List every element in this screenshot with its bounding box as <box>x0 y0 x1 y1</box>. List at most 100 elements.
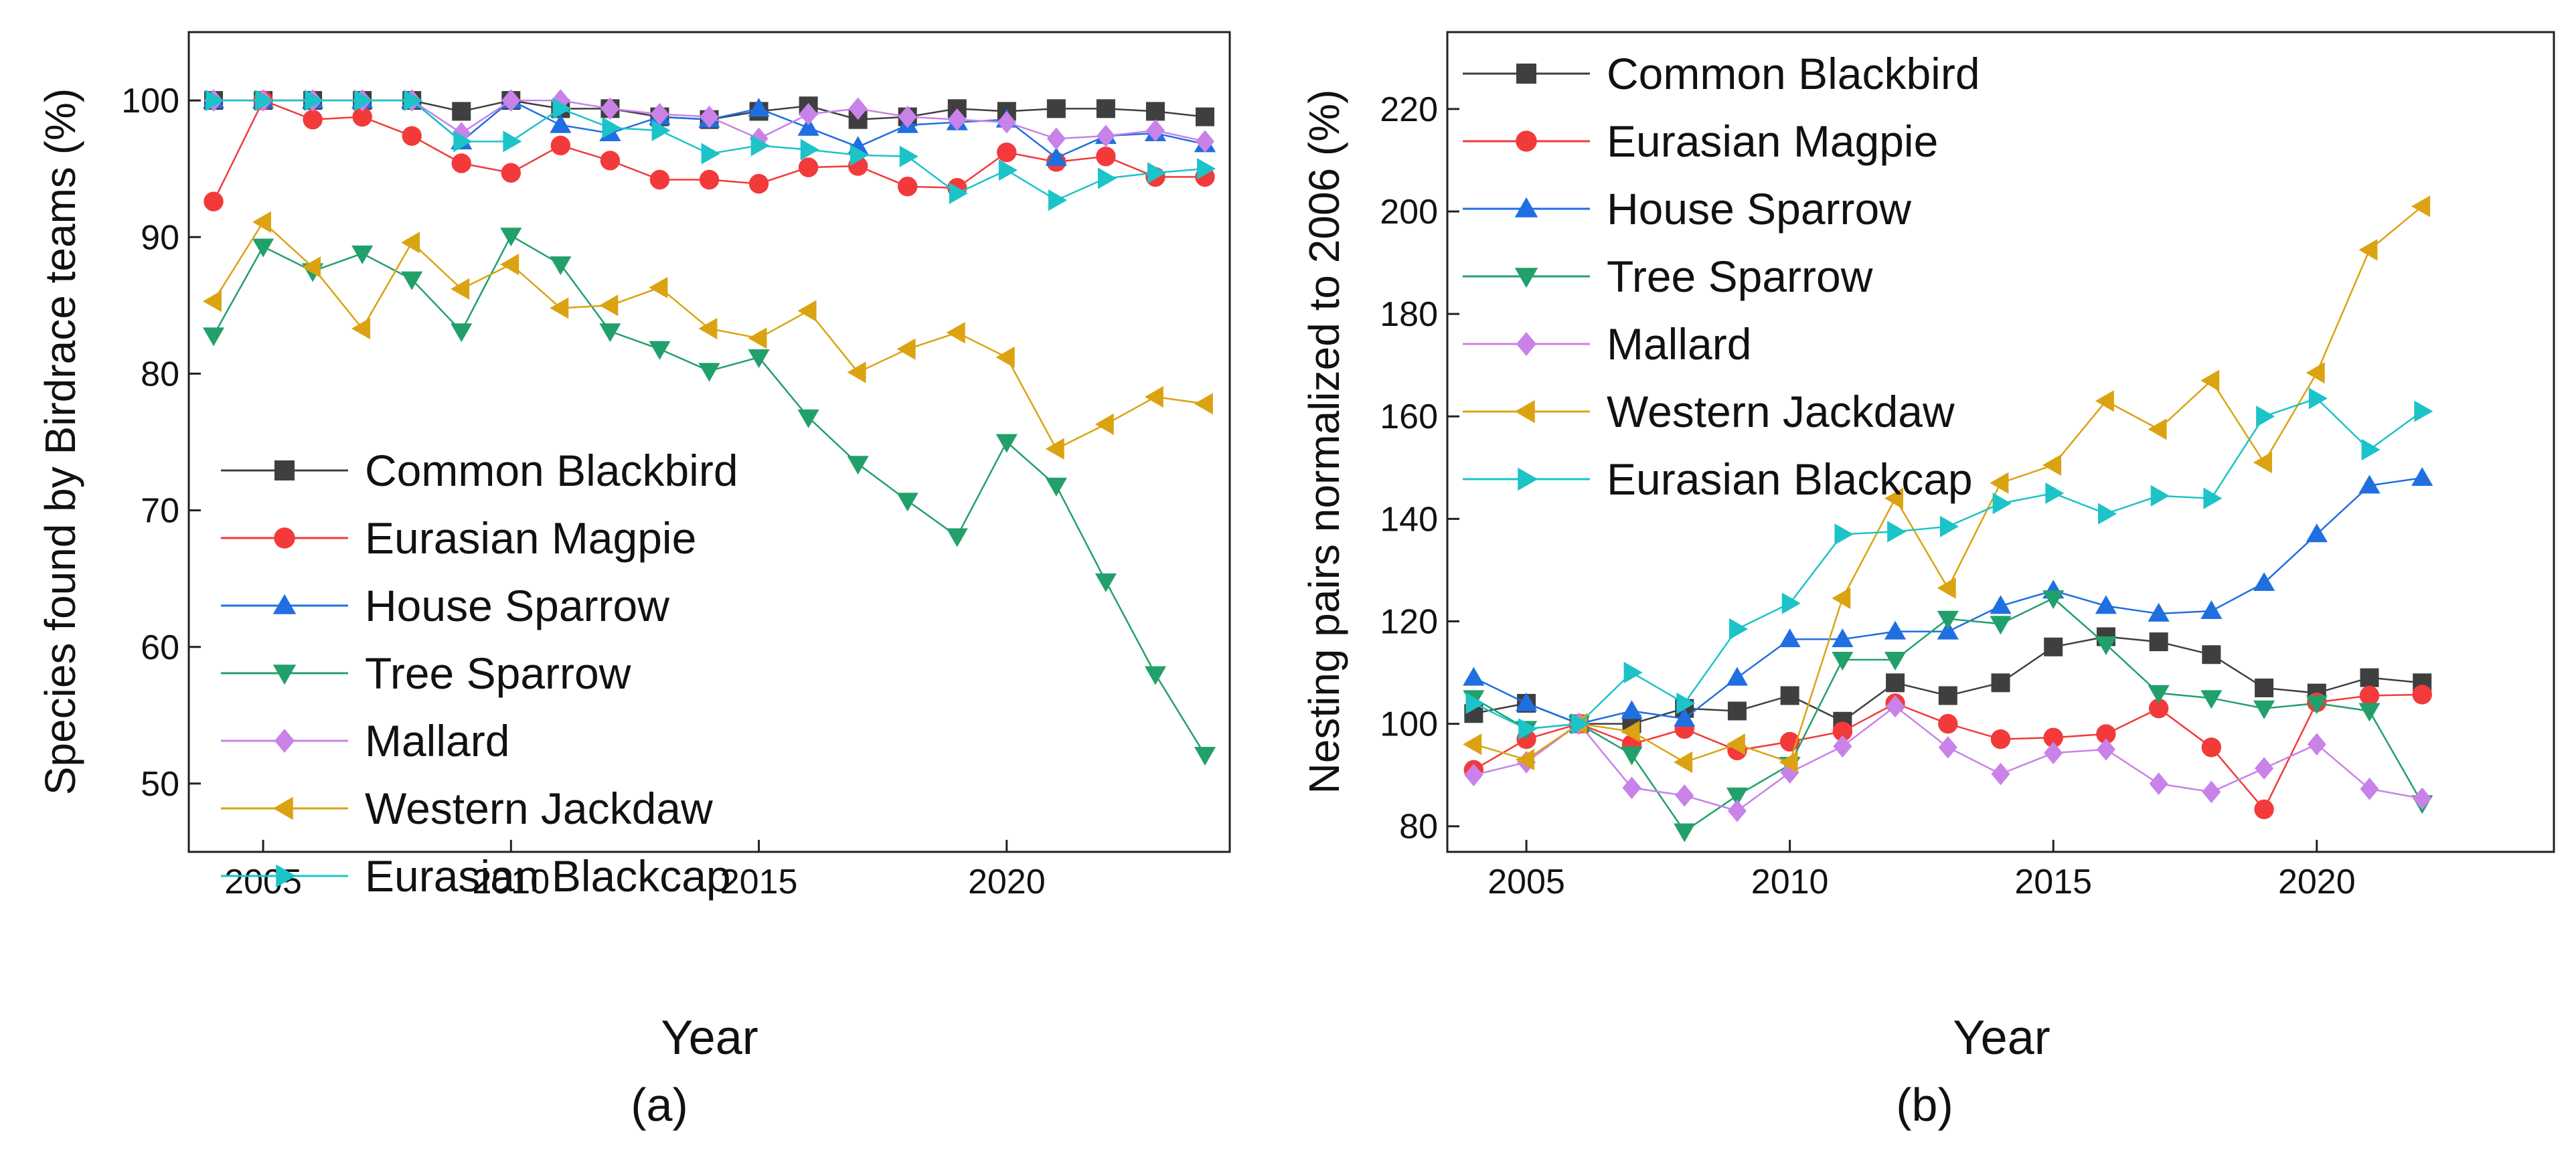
data-point-western-jackdaw <box>2200 369 2220 391</box>
data-point-eurasian-blackcap <box>1834 523 1854 545</box>
y-tick-label: 200 <box>1380 193 1438 232</box>
data-point-tree-sparrow <box>2253 700 2275 719</box>
data-point-eurasian-blackcap <box>354 89 374 112</box>
data-point-tree-sparrow <box>2200 690 2223 709</box>
data-point-western-jackdaw <box>1937 577 1956 599</box>
data-point-western-jackdaw <box>252 211 271 233</box>
data-point-western-jackdaw <box>599 294 619 317</box>
legend-marker <box>1516 332 1536 356</box>
data-point-house-sparrow <box>1621 700 1643 719</box>
data-point-eurasian-blackcap <box>2361 438 2381 461</box>
y-tick-label: 120 <box>1380 602 1438 641</box>
data-point-house-sparrow <box>1779 628 1801 648</box>
data-point-western-jackdaw <box>451 278 470 300</box>
data-point-house-sparrow <box>797 116 819 136</box>
data-point-tree-sparrow <box>1144 666 1167 685</box>
data-point-western-jackdaw <box>748 327 767 349</box>
panel-b-caption: (b) <box>1896 1079 1953 1131</box>
y-tick-label: 100 <box>121 82 179 120</box>
data-point-western-jackdaw <box>1144 386 1163 408</box>
data-point-tree-sparrow <box>1726 787 1749 806</box>
data-point-house-sparrow <box>1515 692 1538 711</box>
data-point-tree-sparrow <box>2306 695 2328 715</box>
data-point-eurasian-blackcap <box>2098 503 2117 525</box>
series-western-jackdaw <box>202 211 1213 460</box>
x-tick-label: 2015 <box>720 863 798 901</box>
y-tick-label: 80 <box>141 355 179 393</box>
series-eurasian-blackcap <box>206 89 1216 211</box>
data-point-western-jackdaw <box>1674 751 1693 774</box>
data-point-eurasian-magpie <box>550 135 571 156</box>
data-point-eurasian-magpie <box>1832 721 1853 741</box>
data-point-eurasian-magpie <box>1096 147 1116 167</box>
data-point-common-blackbird <box>1780 686 1799 705</box>
data-point-eurasian-magpie <box>798 157 819 177</box>
legend-marker <box>1516 64 1536 84</box>
series-tree-sparrow <box>1463 590 2433 843</box>
data-point-eurasian-blackcap <box>503 130 522 153</box>
legend-marker <box>274 527 295 549</box>
data-point-eurasian-magpie <box>402 126 422 146</box>
panel-b: 2005 2010 2015 202080100120140160180200220 … <box>1300 31 2555 1131</box>
data-point-house-sparrow <box>550 114 572 133</box>
legend-label: Mallard <box>365 716 509 766</box>
data-point-common-blackbird <box>1096 99 1115 118</box>
data-point-eurasian-magpie <box>2359 685 2380 706</box>
legend-label: Western Jackdaw <box>365 784 713 833</box>
legend-item-mallard: Mallard <box>221 716 509 766</box>
data-point-common-blackbird <box>2360 668 2379 687</box>
data-point-eurasian-blackcap <box>1729 618 1749 640</box>
data-point-eurasian-blackcap <box>2256 406 2275 428</box>
data-point-mallard <box>1096 124 1115 147</box>
data-point-mallard <box>501 89 521 112</box>
data-point-eurasian-blackcap <box>750 135 770 157</box>
data-point-mallard <box>1622 776 1641 800</box>
data-point-eurasian-blackcap <box>1571 713 1590 735</box>
data-point-mallard <box>1991 762 2010 786</box>
data-point-mallard <box>452 122 471 145</box>
data-point-tree-sparrow <box>995 434 1018 453</box>
data-point-eurasian-magpie <box>2043 727 2063 747</box>
data-point-eurasian-blackcap <box>949 182 968 205</box>
data-point-western-jackdaw <box>302 256 321 278</box>
legend-label: House Sparrow <box>365 581 669 630</box>
panel-a-frame <box>187 31 1231 853</box>
data-point-eurasian-magpie <box>997 142 1017 163</box>
y-tick-label: 70 <box>141 492 179 531</box>
data-point-mallard <box>1727 799 1747 822</box>
panel-a-series <box>202 89 1216 766</box>
x-tick-label: 2010 <box>472 863 550 901</box>
data-point-tree-sparrow <box>550 256 572 276</box>
panel-b-ticks: 2005 2010 2015 2020 80 100 120 140 160 180 200 220 <box>1380 90 2355 901</box>
data-point-tree-sparrow <box>401 271 423 290</box>
data-point-mallard <box>848 97 868 120</box>
data-point-tree-sparrow <box>202 327 225 347</box>
y-tick-label: 220 <box>1380 90 1438 129</box>
panel-b-frame <box>1446 31 2555 853</box>
data-point-eurasian-blackcap <box>1097 167 1117 189</box>
data-point-common-blackbird <box>1938 686 1957 705</box>
panel-a: 2005 2010 2015 2020 50 60 70 80 90 100 Common Bla… <box>36 31 1231 1131</box>
data-point-mallard <box>1675 784 1694 807</box>
data-point-eurasian-blackcap <box>404 89 423 112</box>
data-point-house-sparrow <box>1463 667 1485 686</box>
data-point-western-jackdaw <box>847 361 866 383</box>
data-point-eurasian-blackcap <box>2150 484 2170 507</box>
data-point-house-sparrow <box>2253 571 2275 591</box>
legend-item-eurasian-blackcap: Eurasian Blackcap <box>1463 454 1973 504</box>
y-tick-label: 140 <box>1380 500 1438 539</box>
data-point-western-jackdaw <box>2253 452 2272 474</box>
data-point-eurasian-magpie <box>699 169 720 190</box>
data-point-eurasian-magpie <box>2201 737 2222 758</box>
data-point-mallard <box>1464 764 1483 786</box>
data-point-house-sparrow <box>748 98 770 117</box>
data-point-mallard <box>1938 736 1957 759</box>
data-point-tree-sparrow <box>1937 610 1959 630</box>
data-point-tree-sparrow <box>797 409 819 428</box>
data-point-mallard <box>947 108 967 131</box>
data-point-eurasian-magpie <box>2412 685 2432 705</box>
legend-label: Common Blackbird <box>365 446 738 495</box>
data-point-western-jackdaw <box>1045 438 1064 460</box>
data-point-mallard <box>2360 778 2379 800</box>
data-point-eurasian-blackcap <box>1623 661 1643 684</box>
